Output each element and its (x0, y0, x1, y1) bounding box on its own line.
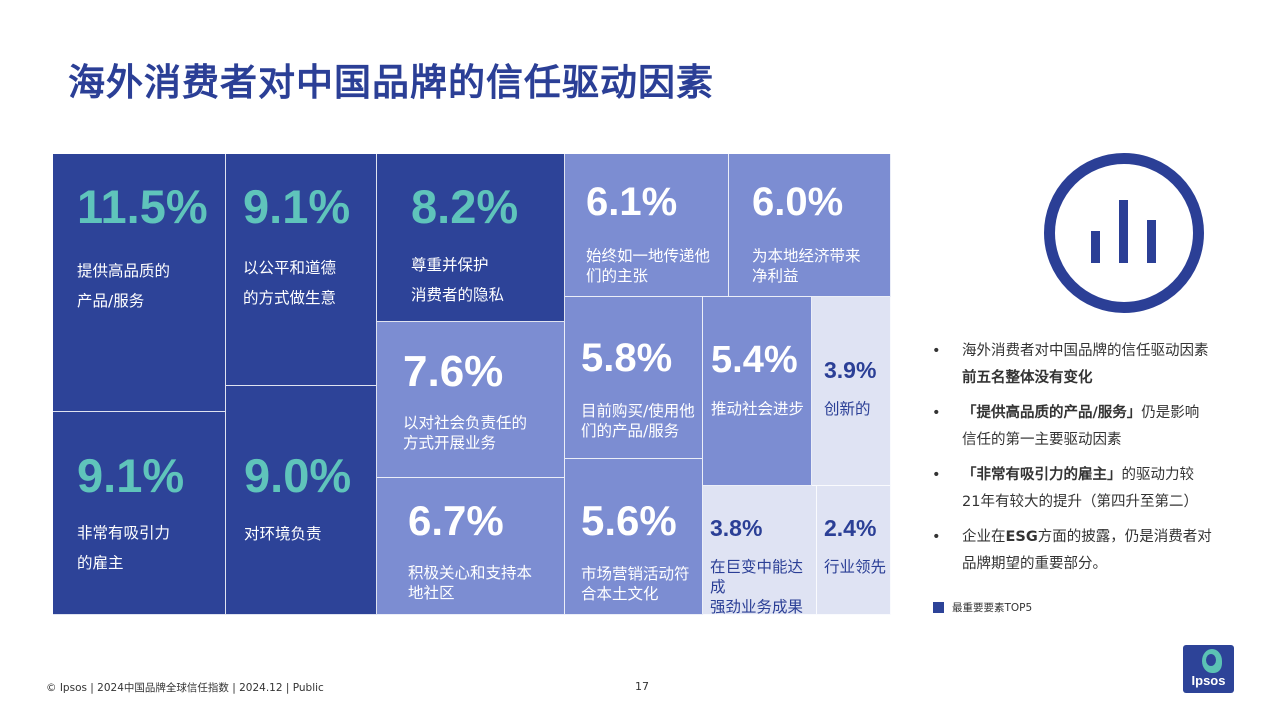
treemap-tile: 6.1% 始终如一地传递他 们的主张 (565, 154, 729, 297)
logo-text: Ipsos (1191, 673, 1226, 688)
finding-item: • 「非常有吸引力的雇主」的驱动力较21年有较大的提升（第四升至第二） (932, 462, 1212, 516)
treemap-tile: 3.8% 在巨变中能达成 强劲业务成果 (703, 486, 817, 615)
treemap-tile: 9.0% 对环境负责 (226, 386, 377, 615)
finding-text-bold: 「非常有吸引力的雇主」 (962, 467, 1122, 483)
tile-value: 11.5% (77, 180, 208, 233)
footer-text: © Ipsos | 2024中国品牌全球信任指数 | 2024.12 | Pub… (46, 682, 324, 694)
finding-item: • 企业在ESG方面的披露，仍是消费者对品牌期望的重要部分。 (932, 524, 1212, 578)
tile-label: 创新的 (824, 400, 871, 418)
bar-chart-circle-icon (1044, 153, 1204, 313)
tile-label: 为本地经济带来 净利益 (752, 247, 861, 285)
tile-value: 8.2% (411, 180, 519, 233)
page-title: 海外消费者对中国品牌的信任驱动因素 (68, 61, 714, 104)
treemap-tile: 5.4% 推动社会进步 (703, 297, 812, 486)
tile-value: 6.0% (752, 180, 844, 224)
finding-text: 方面的披露，仍是消费者对品牌期望的重要部分。 (962, 529, 1212, 572)
finding-item: • 「提供高品质的产品/服务」仍是影响信任的第一主要驱动因素 (932, 400, 1212, 454)
tile-value: 5.6% (581, 497, 677, 544)
tile-label: 市场营销活动符 合本土文化 (581, 565, 690, 603)
tile-value: 9.1% (243, 180, 351, 233)
finding-text: 仍是影响信任的第一主要驱动因素 (962, 405, 1200, 448)
treemap-tile: 3.9% 创新的 (812, 297, 891, 486)
tile-value: 5.4% (711, 339, 798, 381)
tile-label: 积极关心和支持本 地社区 (408, 564, 533, 602)
finding-text-bold: ESG (1005, 529, 1038, 545)
tile-label: 目前购买/使用他 们的产品/服务 (581, 402, 695, 440)
bullet: • (932, 405, 941, 421)
finding-text: 企业在 (962, 529, 1006, 545)
tile-label: 非常有吸引力 的雇主 (77, 524, 171, 572)
tile-label: 以对社会负责任的 方式开展业务 (403, 414, 528, 452)
treemap-tile: 7.6% 以对社会负责任的 方式开展业务 (377, 322, 565, 478)
tile-value: 6.7% (408, 497, 504, 544)
bullet: • (932, 343, 941, 359)
tile-label: 在巨变中能达成 强劲业务成果 (710, 558, 804, 615)
tile-label: 尊重并保护 消费者的隐私 (411, 256, 505, 304)
legend-label: 最重要要素TOP5 (952, 602, 1033, 614)
finding-item: • 海外消费者对中国品牌的信任驱动因素前五名整体没有变化 (932, 338, 1212, 392)
treemap-tile: 6.0% 为本地经济带来 净利益 (729, 154, 891, 297)
treemap-tile: 5.8% 目前购买/使用他 们的产品/服务 (565, 297, 703, 459)
tile-value: 6.1% (586, 180, 678, 224)
ipsos-logo: Ipsos (1183, 645, 1234, 693)
legend-swatch (933, 602, 944, 613)
tile-value: 9.0% (244, 449, 352, 502)
tile-value: 5.8% (581, 336, 673, 380)
finding-text: 海外消费者对中国品牌的信任驱动因素 (962, 343, 1209, 359)
tile-label: 行业领先 (824, 558, 887, 576)
finding-text: 的驱动力较21年有较大的提升（第四升至第二） (962, 467, 1198, 510)
tile-value: 9.1% (77, 449, 185, 502)
treemap-tile: 6.7% 积极关心和支持本 地社区 (377, 478, 565, 615)
page-number: 17 (635, 680, 649, 693)
tile-value: 3.8% (710, 515, 763, 541)
treemap-tile: 5.6% 市场营销活动符 合本土文化 (565, 459, 703, 615)
tile-label: 提供高品质的 产品/服务 (77, 262, 171, 310)
legend: 最重要要素TOP5 (933, 600, 1032, 615)
finding-text-bold: 前五名整体没有变化 (962, 370, 1093, 386)
tile-label: 对环境负责 (244, 525, 322, 543)
treemap-tile: 2.4% 行业领先 (817, 486, 891, 615)
bullet: • (932, 529, 941, 545)
finding-text-bold: 「提供高品质的产品/服务」 (962, 405, 1142, 421)
tile-label: 始终如一地传递他 们的主张 (586, 247, 711, 285)
treemap-tile: 8.2% 尊重并保护 消费者的隐私 (377, 154, 565, 322)
tile-value: 3.9% (824, 357, 877, 383)
treemap-tile: 9.1% 非常有吸引力 的雇主 (53, 412, 226, 615)
key-findings-list: • 海外消费者对中国品牌的信任驱动因素前五名整体没有变化 • 「提供高品质的产品/服务… (932, 338, 1212, 586)
tile-value: 7.6% (403, 347, 504, 396)
treemap-tile: 9.1% 以公平和道德 的方式做生意 (226, 154, 377, 386)
bullet: • (932, 467, 941, 483)
tile-label: 以公平和道德 的方式做生意 (243, 259, 337, 307)
tile-label: 推动社会进步 (711, 400, 805, 418)
treemap-tile: 11.5% 提供高品质的 产品/服务 (53, 154, 226, 412)
tile-value: 2.4% (824, 515, 877, 541)
